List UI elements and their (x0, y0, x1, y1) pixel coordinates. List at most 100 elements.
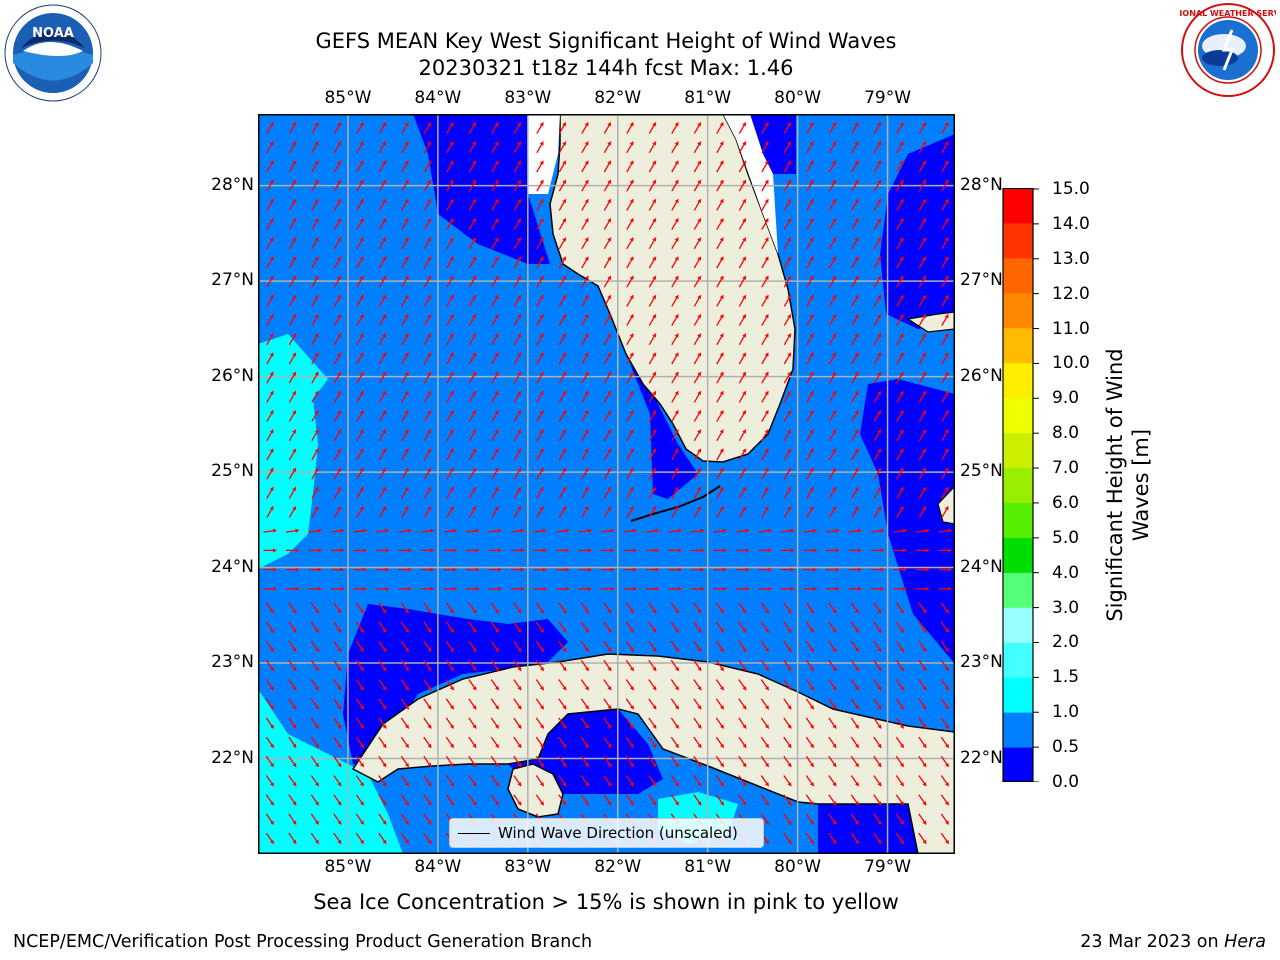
direction-arrow-head (925, 567, 929, 572)
direction-arrow-head (359, 276, 364, 280)
direction-arrow-head (292, 468, 296, 472)
direction-arrow-head (494, 314, 499, 319)
direction-arrow-head (382, 199, 386, 204)
direction-arrow-head (787, 487, 791, 492)
direction-arrow-head (449, 391, 454, 396)
direction-arrow-head (562, 647, 567, 652)
direction-arrow-head (565, 567, 569, 572)
direction-arrow-head (810, 686, 814, 691)
direction-arrow-head (899, 180, 904, 184)
direction-arrow-head (764, 237, 769, 242)
direction-arrow-head (540, 801, 544, 806)
direction-arrow-head (764, 314, 769, 319)
direction-arrow-head (405, 724, 409, 729)
direction-arrow-head (562, 237, 566, 242)
direction-arrow-head (922, 762, 927, 767)
direction-arrow-head (787, 448, 791, 453)
direction-arrow-head (585, 743, 589, 748)
direction-arrow-head (584, 180, 589, 184)
direction-arrow-head (652, 237, 656, 242)
direction-arrow-head (314, 410, 319, 415)
direction-arrow-head (674, 448, 679, 453)
direction-arrow-head (337, 647, 342, 652)
direction-arrow-head (922, 801, 927, 806)
direction-arrow-head (472, 410, 476, 415)
direction-arrow-head (427, 333, 431, 338)
direction-arrow-head (585, 724, 589, 729)
direction-arrow-head (517, 122, 521, 127)
direction-arrow-head (787, 609, 792, 614)
direction-arrow-head (314, 448, 319, 453)
direction-arrow-head (517, 506, 521, 511)
direction-arrow-head (607, 391, 611, 396)
direction-arrow-head (787, 647, 792, 652)
colorbar-tick-label: 7.0 (1052, 458, 1080, 479)
direction-arrow-head (787, 276, 791, 280)
direction-arrow-head (764, 141, 769, 146)
direction-arrow-head (832, 122, 836, 127)
direction-arrow-head (382, 609, 387, 614)
direction-arrow-head (880, 548, 884, 553)
direction-arrow-head (629, 276, 634, 280)
direction-arrow-head (877, 448, 881, 453)
lat-tick-label: 27°N (211, 270, 254, 291)
direction-arrow-head (359, 506, 364, 511)
direction-arrow-head (787, 141, 791, 146)
direction-arrow-head (697, 705, 702, 710)
direction-arrow-head (629, 372, 634, 376)
direction-arrow-head (607, 628, 612, 633)
direction-arrow-head (359, 391, 364, 396)
direction-arrow-head (742, 782, 747, 787)
direction-arrow-head (382, 180, 386, 184)
direction-arrow-head (944, 314, 949, 319)
lon-tick-label: 84°W (414, 88, 462, 108)
direction-arrow-head (697, 256, 701, 261)
direction-arrow-head (404, 448, 409, 453)
direction-arrow-head (742, 448, 746, 453)
direction-arrow-head (767, 528, 772, 533)
direction-arrow-head (427, 429, 431, 434)
direction-arrow-head (449, 141, 454, 146)
direction-arrow-head (340, 548, 344, 553)
direction-arrow-head (315, 782, 319, 787)
direction-arrow-head (944, 487, 949, 492)
cuba-land (351, 653, 955, 854)
direction-arrow-head (855, 686, 859, 691)
direction-arrow-head (494, 429, 499, 434)
direction-arrow-head (697, 160, 701, 165)
direction-arrow-head (765, 609, 769, 614)
direction-arrow-head (720, 782, 724, 787)
direction-arrow-head (494, 276, 499, 280)
direction-arrow-head (922, 333, 926, 338)
direction-arrow-head (764, 218, 769, 223)
colorbar-segment (1003, 502, 1033, 538)
direction-arrow-head (562, 743, 567, 748)
direction-arrow-head (517, 160, 521, 165)
direction-arrow-head (832, 782, 837, 787)
direction-arrow-head (359, 256, 364, 261)
direction-arrow-head (517, 609, 522, 614)
direction-arrow-head (360, 801, 364, 806)
direction-arrow-head (629, 218, 634, 223)
direction-arrow-head (723, 548, 727, 553)
lon-tick-label: 85°W (324, 857, 372, 877)
direction-arrow-head (787, 839, 792, 844)
direction-arrow-head (655, 586, 659, 591)
direction-arrow-head (922, 276, 926, 280)
direction-arrow-head (922, 429, 926, 434)
direction-arrow-head (629, 391, 634, 396)
direction-arrow-head (742, 410, 746, 415)
direction-arrow-head (719, 506, 724, 511)
direction-arrow-head (607, 295, 611, 300)
direction-arrow-head (517, 410, 521, 415)
direction-arrow-head (697, 391, 701, 396)
direction-arrow-head (292, 487, 296, 492)
direction-arrow-head (674, 295, 679, 300)
direction-arrow-head (427, 160, 431, 165)
direction-arrow-head (610, 586, 614, 591)
direction-arrow-head (607, 276, 611, 280)
chart-subtitle: 20230321 t18z 144h fcst Max: 1.46 (418, 56, 794, 80)
direction-arrow-head (899, 276, 904, 280)
direction-arrow-head (494, 352, 499, 357)
lat-tick-label: 25°N (960, 461, 1003, 482)
